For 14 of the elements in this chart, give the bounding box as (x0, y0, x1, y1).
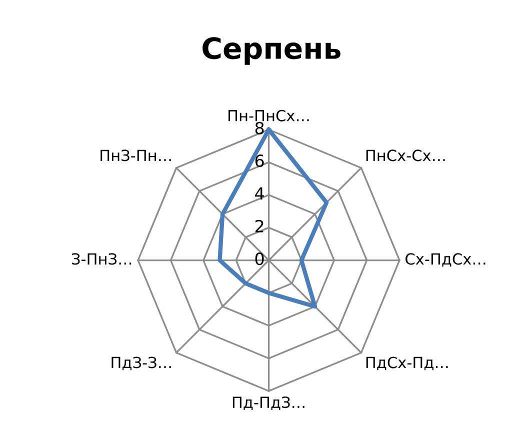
y-tick-label: 8 (255, 122, 264, 134)
spoke-label: Сх-ПдСх… (406, 253, 486, 267)
spoke-label: З-ПнЗ… (72, 253, 132, 265)
spoke-label: ПдСх-Пд… (366, 356, 448, 370)
spoke-label: ПнСх-Сх… (366, 150, 445, 162)
chart-title: Серпень (202, 37, 340, 65)
y-tick-label: 2 (255, 220, 264, 232)
y-tick-label: 4 (255, 187, 264, 200)
y-tick-label: 6 (255, 154, 264, 168)
spoke-label: ПдЗ-З… (112, 356, 171, 370)
y-tick-label: 0 (255, 252, 264, 266)
spoke-label: Пд-ПдЗ… (232, 396, 304, 410)
spoke-label: ПнЗ-Пн… (100, 150, 171, 162)
spoke-label: Пн-ПнСх… (228, 110, 309, 122)
